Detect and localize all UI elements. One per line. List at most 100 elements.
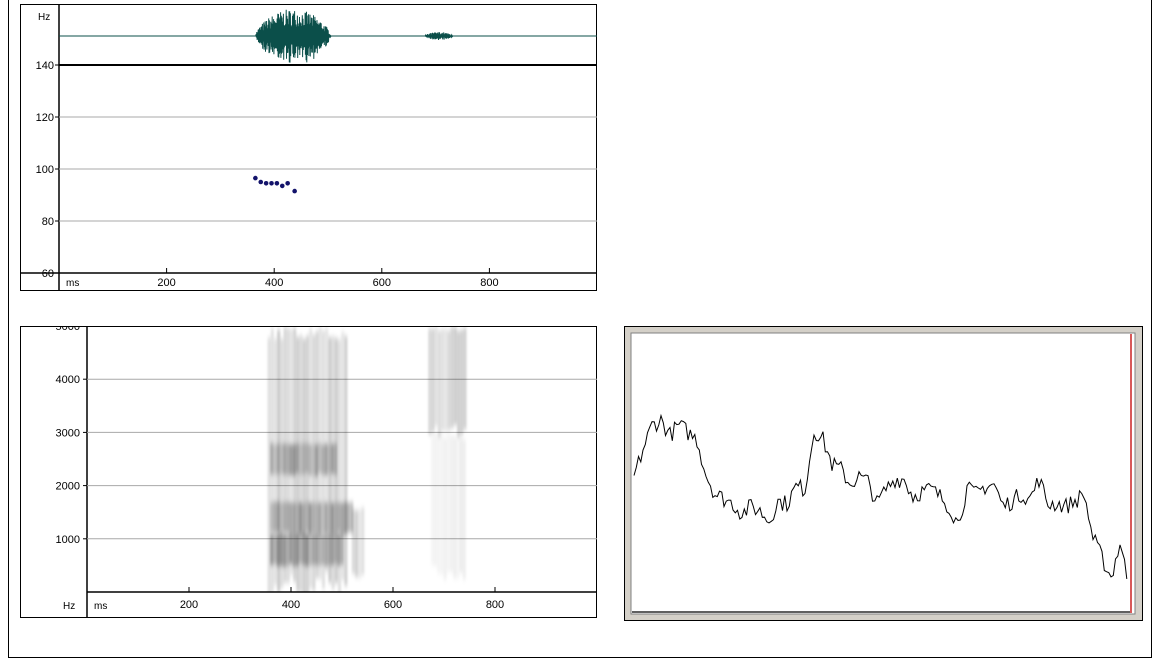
pitch-x-ticks: 200 400 600 800 (157, 268, 499, 289)
spectrogram-cell (456, 435, 459, 579)
spectrogram-cell (451, 326, 454, 428)
spectrogram-y-tick-label: 4000 (56, 374, 80, 386)
spectrogram-cell (331, 503, 334, 535)
spectrum-panel (624, 326, 1143, 621)
spectrogram-panel: Hz ms 5000 4000 3000 2000 1000 200 400 600 800 (20, 326, 597, 618)
pitch-ylabel: Hz (38, 12, 50, 23)
spectrogram-cell (277, 534, 280, 566)
spectrogram-cell (273, 444, 276, 475)
pitch-panel: Hz ms 140 120 100 80 60 200 400 600 800 (20, 4, 597, 291)
spectrogram-cell (450, 435, 453, 573)
spectrogram-cell (344, 502, 347, 534)
spectrogram-cell (331, 534, 334, 566)
spectrogram-cell (299, 502, 302, 534)
spectrogram-cell (352, 509, 355, 574)
spectrogram-cell (293, 444, 296, 476)
pitch-point (253, 175, 258, 181)
spectrogram-energy (268, 326, 467, 592)
spectrogram-cell (280, 502, 283, 534)
spectrogram-cell (431, 432, 434, 566)
pitch-y-tick-label: 140 (36, 60, 54, 72)
spectrogram-y-tick-label: 3000 (56, 427, 80, 439)
pitch-point (269, 181, 274, 186)
spectrogram-cell (315, 502, 318, 535)
spectrogram-xlabel: ms (94, 601, 107, 612)
spectrogram-cell (334, 443, 337, 475)
spectrogram-x-tick-label: 400 (282, 599, 300, 611)
spectrogram-cell (460, 329, 463, 435)
spectrogram-cell (328, 502, 331, 534)
pitch-x-tick-label: 400 (265, 277, 283, 289)
spectrogram-cell (286, 443, 289, 475)
pitch-gridlines (59, 116, 597, 222)
spectrogram-cell (305, 534, 308, 567)
spectrogram-cell (350, 501, 353, 533)
spectrogram-cell (296, 534, 299, 566)
spectrogram-cell (286, 534, 289, 566)
spectrogram-cell (447, 330, 451, 431)
spectrogram-cell (341, 502, 344, 535)
spectrogram-cell (463, 327, 467, 430)
spectrogram-cell (280, 534, 283, 566)
spectrogram-cell (361, 507, 364, 575)
spectrogram-cell (321, 502, 324, 534)
spectrogram-cell (440, 434, 443, 575)
spectrogram-x-tick-label: 600 (384, 599, 402, 611)
spectrogram-x-tick-label: 200 (180, 599, 198, 611)
spectrogram-cell (286, 501, 289, 532)
spectrogram-cell (315, 444, 318, 477)
pitch-y-tick-label: 100 (36, 164, 54, 176)
spectrogram-cell (268, 337, 271, 592)
spectrogram-cell (273, 501, 276, 532)
spectrogram-y-tick-label: 5000 (56, 326, 80, 333)
spectrogram-cell (337, 502, 340, 532)
pitch-point (258, 179, 264, 185)
spectrogram-cell (283, 534, 286, 567)
spectrogram-cell (334, 502, 337, 534)
spectrogram-cell (435, 326, 438, 426)
spectrogram-x-tick-label: 800 (486, 599, 504, 611)
spectrogram-cell (318, 534, 321, 566)
spectrogram-cell (305, 443, 308, 474)
spectrogram-cell (460, 437, 463, 573)
spectrogram-cell (437, 434, 440, 574)
spectrogram-cell (434, 432, 437, 567)
spectrogram-cell (325, 443, 328, 476)
spectrogram-cell (344, 336, 347, 586)
spectrogram-cell (347, 502, 350, 533)
spectrogram-cell (457, 330, 460, 437)
spectrogram-y-tick-label: 1000 (56, 534, 80, 546)
spectrogram-cell (296, 443, 299, 474)
spectrogram-cell (277, 444, 280, 475)
spectrogram-cell (318, 443, 321, 473)
spectrogram-cell (321, 444, 324, 475)
spectrogram-y-ticks: 5000 4000 3000 2000 1000 (56, 326, 87, 546)
spectrogram-cell (328, 534, 331, 566)
spectrogram-cell (454, 326, 457, 425)
spectrogram-cell (289, 502, 292, 534)
pitch-xlabel: ms (66, 278, 79, 289)
spectrogram-cell (270, 443, 273, 475)
spectrogram-cell (270, 534, 273, 565)
pitch-x-tick-label: 600 (373, 277, 391, 289)
spectrogram-cell (428, 328, 431, 435)
spectrogram-cell (277, 501, 280, 533)
pitch-point (292, 188, 297, 194)
spectrogram-cell (302, 443, 305, 475)
spectrogram-cell (273, 534, 276, 565)
spectrogram-cell (302, 533, 305, 565)
pitch-points (253, 175, 297, 194)
spectrogram-cell (444, 437, 447, 580)
waveform-segment (424, 32, 460, 41)
spectrogram-cell (431, 328, 435, 432)
spectrogram-cell (283, 443, 286, 475)
spectrogram-cell (280, 443, 283, 474)
spectrogram-cell (447, 433, 450, 573)
spectrogram-cell (453, 436, 456, 579)
spectrum-plot-area (630, 332, 1136, 615)
spectrogram-cell (318, 502, 321, 535)
spectrogram-cell (325, 534, 328, 567)
spectrogram-y-tick-label: 2000 (56, 481, 80, 493)
pitch-y-tick-label: 120 (36, 112, 54, 124)
spectrogram-cell (312, 534, 315, 565)
